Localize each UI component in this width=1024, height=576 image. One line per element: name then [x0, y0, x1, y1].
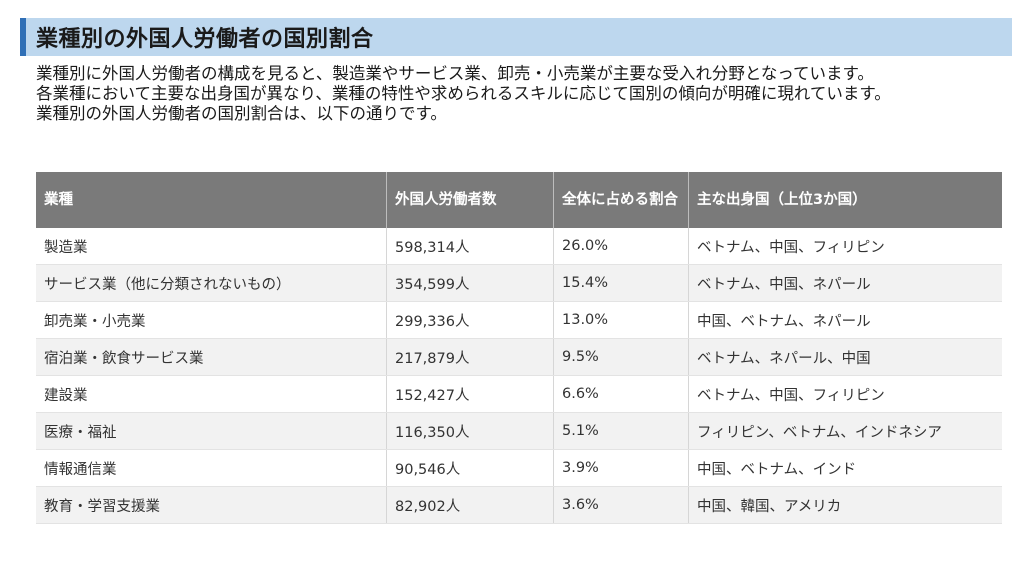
cell-top-countries: ベトナム、中国、ネパール	[688, 264, 1002, 302]
header-top-countries: 主な出身国（上位3か国）	[688, 172, 1002, 228]
cell-worker-count: 354,599人	[386, 264, 554, 302]
intro-line-1: 業種別に外国人労働者の構成を見ると、製造業やサービス業、卸売・小売業が主要な受入…	[36, 64, 874, 83]
cell-worker-count: 299,336人	[386, 301, 554, 339]
cell-worker-count: 82,902人	[386, 486, 554, 524]
intro-line-2: 各業種において主要な出身国が異なり、業種の特性や求められるスキルに応じて国別の傾…	[36, 84, 891, 103]
cell-share: 26.0%	[553, 228, 689, 265]
table-row: 情報通信業 90,546人 3.9% 中国、ベトナム、インド	[36, 449, 1002, 487]
cell-share: 6.6%	[553, 375, 689, 413]
cell-industry: 医療・福祉	[36, 412, 387, 450]
table-header-row: 業種 外国人労働者数 全体に占める割合 主な出身国（上位3か国）	[36, 172, 1002, 228]
cell-top-countries: フィリピン、ベトナム、インドネシア	[688, 412, 1002, 450]
cell-top-countries: ベトナム、中国、フィリピン	[688, 375, 1002, 413]
cell-worker-count: 152,427人	[386, 375, 554, 413]
intro-text: 業種別に外国人労働者の構成を見ると、製造業やサービス業、卸売・小売業が主要な受入…	[36, 64, 1008, 124]
cell-share: 3.9%	[553, 449, 689, 487]
cell-share: 15.4%	[553, 264, 689, 302]
table-row: 医療・福祉 116,350人 5.1% フィリピン、ベトナム、インドネシア	[36, 412, 1002, 450]
cell-industry: サービス業（他に分類されないもの）	[36, 264, 387, 302]
cell-top-countries: 中国、ベトナム、インド	[688, 449, 1002, 487]
table-row: 教育・学習支援業 82,902人 3.6% 中国、韓国、アメリカ	[36, 486, 1002, 524]
cell-worker-count: 90,546人	[386, 449, 554, 487]
cell-industry: 宿泊業・飲食サービス業	[36, 338, 387, 376]
title-bar: 業種別の外国人労働者の国別割合	[20, 18, 1012, 56]
cell-worker-count: 598,314人	[386, 228, 554, 265]
table-row: 建設業 152,427人 6.6% ベトナム、中国、フィリピン	[36, 375, 1002, 413]
cell-industry: 卸売業・小売業	[36, 301, 387, 339]
header-worker-count: 外国人労働者数	[386, 172, 554, 228]
intro-line-3: 業種別の外国人労働者の国別割合は、以下の通りです。	[36, 104, 447, 123]
cell-worker-count: 116,350人	[386, 412, 554, 450]
table-row: サービス業（他に分類されないもの） 354,599人 15.4% ベトナム、中国…	[36, 264, 1002, 302]
header-share: 全体に占める割合	[553, 172, 689, 228]
cell-industry: 建設業	[36, 375, 387, 413]
cell-worker-count: 217,879人	[386, 338, 554, 376]
cell-top-countries: ベトナム、中国、フィリピン	[688, 228, 1002, 265]
cell-top-countries: 中国、ベトナム、ネパール	[688, 301, 1002, 339]
cell-industry: 教育・学習支援業	[36, 486, 387, 524]
table-row: 製造業 598,314人 26.0% ベトナム、中国、フィリピン	[36, 228, 1002, 265]
header-industry: 業種	[36, 172, 387, 228]
table-row: 宿泊業・飲食サービス業 217,879人 9.5% ベトナム、ネパール、中国	[36, 338, 1002, 376]
cell-share: 9.5%	[553, 338, 689, 376]
page-title: 業種別の外国人労働者の国別割合	[36, 27, 374, 52]
cell-industry: 情報通信業	[36, 449, 387, 487]
cell-share: 3.6%	[553, 486, 689, 524]
industry-table: 業種 外国人労働者数 全体に占める割合 主な出身国（上位3か国） 製造業 598…	[36, 172, 1002, 524]
cell-industry: 製造業	[36, 228, 387, 265]
table-row: 卸売業・小売業 299,336人 13.0% 中国、ベトナム、ネパール	[36, 301, 1002, 339]
cell-top-countries: 中国、韓国、アメリカ	[688, 486, 1002, 524]
cell-share: 13.0%	[553, 301, 689, 339]
cell-top-countries: ベトナム、ネパール、中国	[688, 338, 1002, 376]
cell-share: 5.1%	[553, 412, 689, 450]
